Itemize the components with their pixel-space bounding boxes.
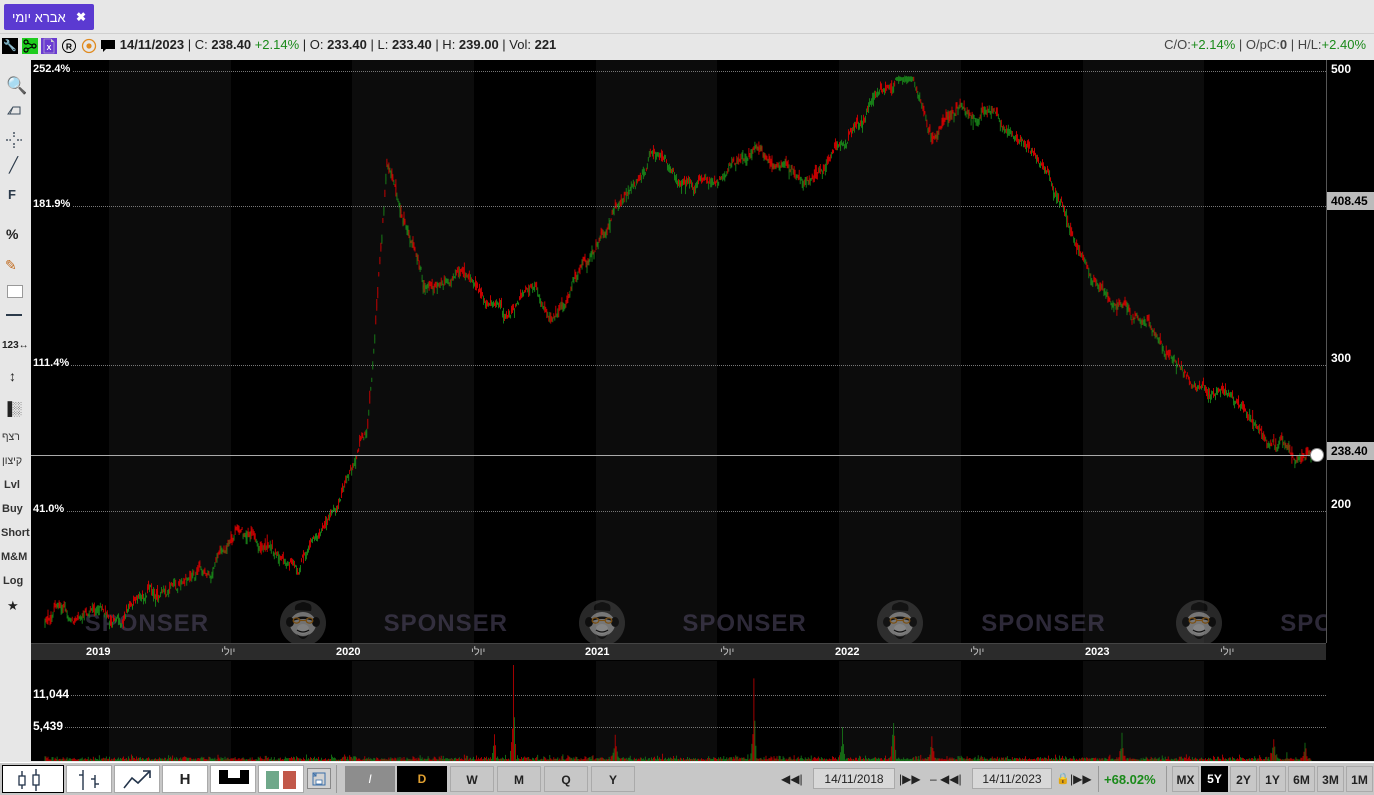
svg-text:R: R: [66, 41, 72, 51]
svg-text:X: X: [47, 45, 52, 52]
